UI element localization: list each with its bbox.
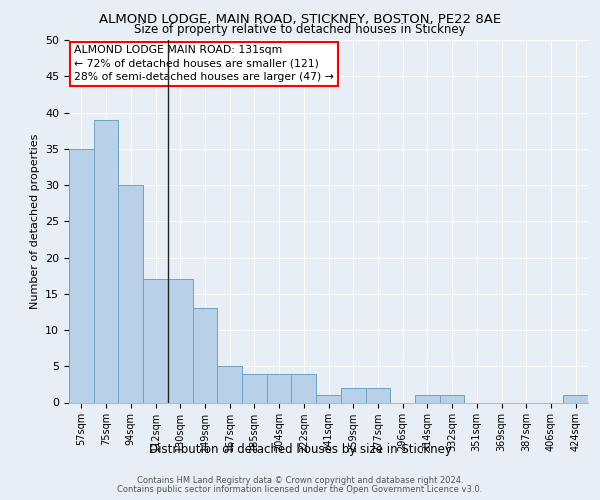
Text: Contains public sector information licensed under the Open Government Licence v3: Contains public sector information licen… [118, 485, 482, 494]
Text: Distribution of detached houses by size in Stickney: Distribution of detached houses by size … [149, 442, 451, 456]
Bar [143, 279, 168, 402]
Bar [316, 395, 341, 402]
Bar [217, 366, 242, 403]
Bar [563, 395, 588, 402]
Text: Contains HM Land Registry data © Crown copyright and database right 2024.: Contains HM Land Registry data © Crown c… [137, 476, 463, 485]
Bar [415, 395, 440, 402]
Y-axis label: Number of detached properties: Number of detached properties [29, 134, 40, 309]
Bar [440, 395, 464, 402]
Bar [267, 374, 292, 402]
Bar [168, 279, 193, 402]
Bar [292, 374, 316, 402]
Bar [193, 308, 217, 402]
Text: Size of property relative to detached houses in Stickney: Size of property relative to detached ho… [134, 22, 466, 36]
Bar [242, 374, 267, 402]
Text: ALMOND LODGE, MAIN ROAD, STICKNEY, BOSTON, PE22 8AE: ALMOND LODGE, MAIN ROAD, STICKNEY, BOSTO… [99, 12, 501, 26]
Bar [118, 185, 143, 402]
Text: ALMOND LODGE MAIN ROAD: 131sqm
← 72% of detached houses are smaller (121)
28% of: ALMOND LODGE MAIN ROAD: 131sqm ← 72% of … [74, 46, 334, 82]
Bar [69, 149, 94, 403]
Bar [365, 388, 390, 402]
Bar [94, 120, 118, 403]
Bar [341, 388, 365, 402]
